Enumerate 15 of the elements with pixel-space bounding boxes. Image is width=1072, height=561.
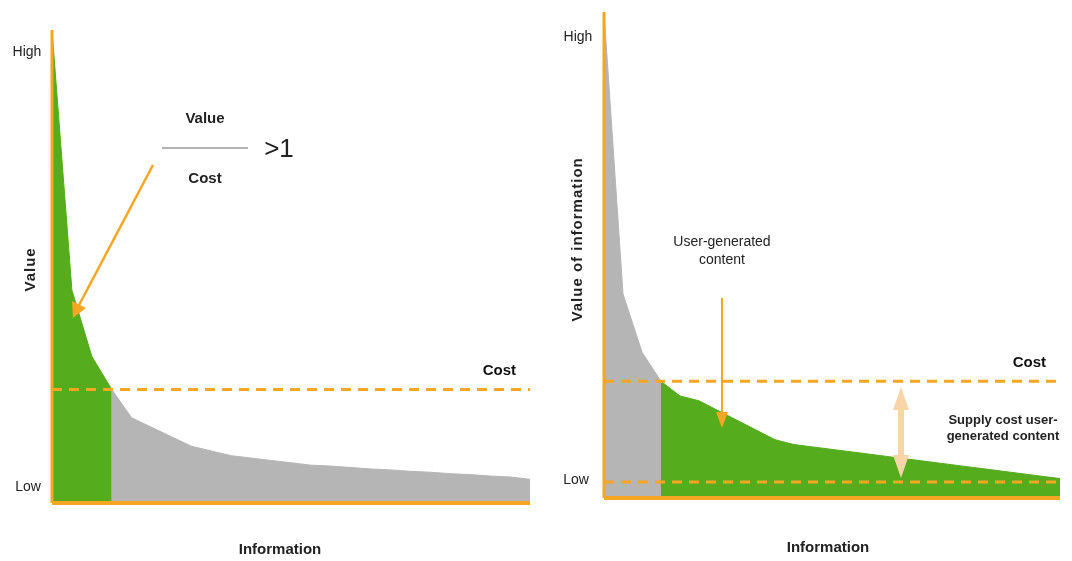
annotation: Supply cost user-generated content	[945, 411, 1061, 445]
x-axis-title: Information	[237, 540, 323, 559]
y-axis-title: Value of information	[567, 156, 586, 324]
x-axis-title: Information	[785, 538, 871, 557]
text: Low	[562, 471, 590, 489]
text: Low	[14, 478, 42, 496]
text: High	[562, 28, 594, 46]
text: High	[11, 43, 43, 61]
annotation: >1	[263, 131, 295, 165]
annotation: Cost	[187, 168, 223, 188]
annotation: Value	[184, 108, 226, 128]
y-axis-title: Value	[20, 246, 39, 294]
ref-line-label: Cost	[482, 361, 516, 379]
annotation: User-generated content	[672, 232, 772, 268]
ref-line-label: Cost	[1012, 353, 1046, 371]
